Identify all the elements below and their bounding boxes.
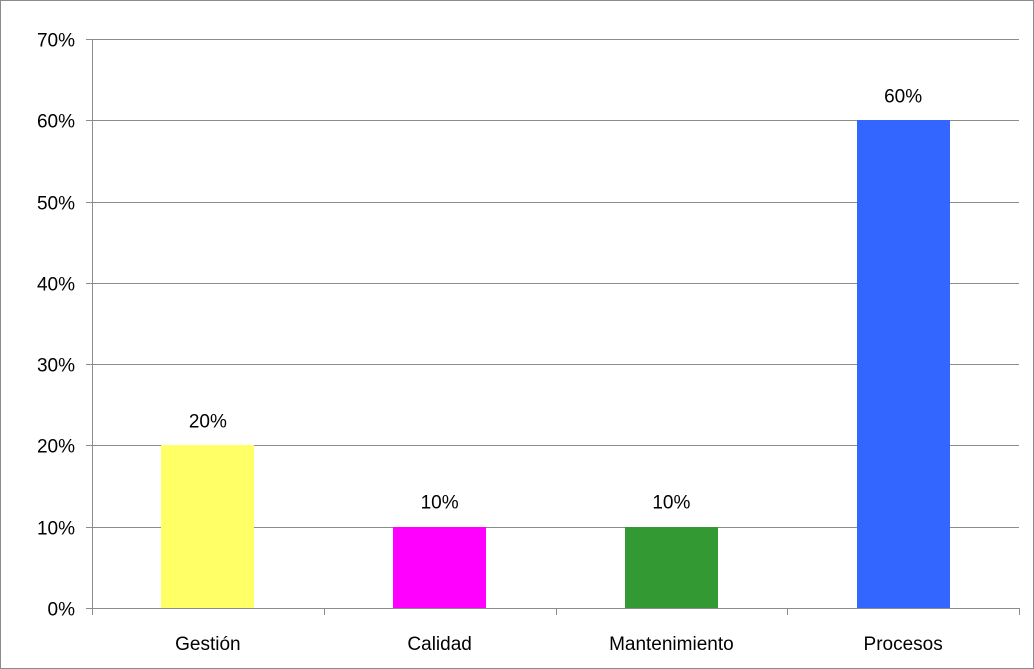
bar bbox=[161, 445, 254, 608]
y-tick-label: 60% bbox=[37, 112, 75, 133]
data-label: 10% bbox=[652, 493, 690, 514]
y-tick-label: 40% bbox=[37, 275, 75, 296]
y-tick-label: 20% bbox=[37, 437, 75, 458]
y-tick-label: 50% bbox=[37, 194, 75, 215]
y-tick-label: 10% bbox=[37, 519, 75, 540]
x-tick-label: Gestión bbox=[175, 634, 240, 655]
y-tick-label: 0% bbox=[48, 600, 76, 621]
bar bbox=[625, 527, 718, 608]
data-label: 10% bbox=[421, 493, 459, 514]
bars bbox=[161, 120, 950, 608]
y-tick-labels: 0% 10% 20% 30% 40% 50% 60% 70% bbox=[37, 31, 75, 621]
data-label: 60% bbox=[884, 86, 922, 107]
bar bbox=[393, 527, 486, 608]
x-tick-labels: Gestión Calidad Mantenimiento Procesos bbox=[175, 634, 943, 655]
x-tick-label: Calidad bbox=[407, 634, 471, 655]
y-tick-label: 70% bbox=[37, 31, 75, 52]
axes bbox=[86, 39, 1020, 615]
x-tick-label: Mantenimiento bbox=[609, 634, 734, 655]
data-label: 20% bbox=[189, 411, 227, 432]
x-tick-label: Procesos bbox=[864, 634, 943, 655]
data-labels: 20% 10% 10% 60% bbox=[189, 86, 922, 513]
bar bbox=[857, 120, 950, 608]
y-tick-label: 30% bbox=[37, 356, 75, 377]
